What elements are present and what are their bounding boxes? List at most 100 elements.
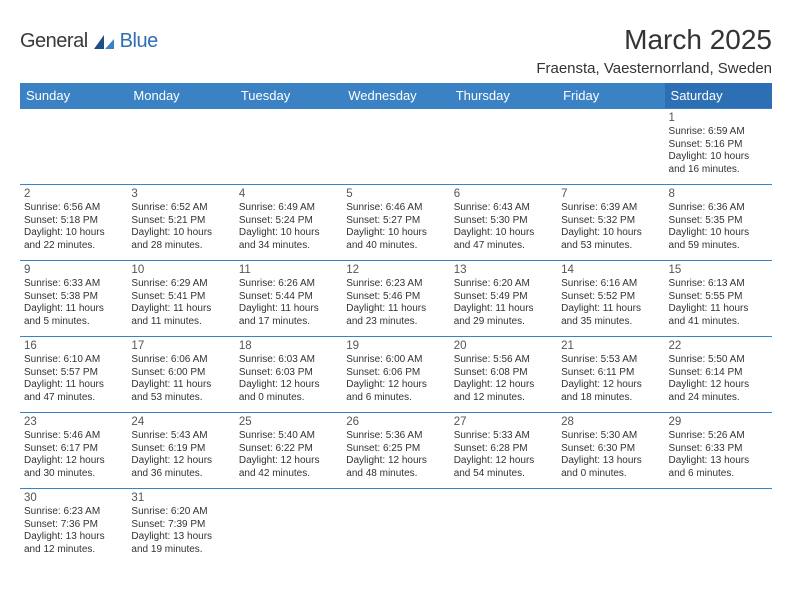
sun-info-line: and 35 minutes. [561,316,660,329]
sun-info-line: Daylight: 11 hours [24,379,123,392]
day-cell: 6Sunrise: 6:43 AMSunset: 5:30 PMDaylight… [450,185,557,261]
day-cell: 9Sunrise: 6:33 AMSunset: 5:38 PMDaylight… [20,261,127,337]
calendar-row: 16Sunrise: 6:10 AMSunset: 5:57 PMDayligh… [20,337,772,413]
sun-info-line: Sunset: 5:27 PM [346,215,445,228]
sun-info-line: Sunrise: 6:33 AM [24,278,123,291]
day-number: 21 [561,339,660,353]
sun-info-line: and 53 minutes. [131,392,230,405]
calendar-row: 1Sunrise: 6:59 AMSunset: 5:16 PMDaylight… [20,109,772,185]
sun-info-line: and 11 minutes. [131,316,230,329]
day-cell: 2Sunrise: 6:56 AMSunset: 5:18 PMDaylight… [20,185,127,261]
day-cell: 20Sunrise: 5:56 AMSunset: 6:08 PMDayligh… [450,337,557,413]
sun-info-line: Daylight: 10 hours [24,227,123,240]
day-number: 19 [346,339,445,353]
title-block: March 2025 Fraensta, Vaesternorrland, Sw… [536,24,772,77]
day-number: 15 [669,263,768,277]
day-number: 1 [669,111,768,125]
day-header-friday: Friday [557,83,664,109]
sun-info-line: and 40 minutes. [346,240,445,253]
empty-cell [557,109,664,185]
empty-cell [127,109,234,185]
day-number: 11 [239,263,338,277]
sun-info-line: Sunrise: 6:26 AM [239,278,338,291]
day-number: 17 [131,339,230,353]
location: Fraensta, Vaesternorrland, Sweden [536,60,772,77]
day-cell: 4Sunrise: 6:49 AMSunset: 5:24 PMDaylight… [235,185,342,261]
day-cell: 10Sunrise: 6:29 AMSunset: 5:41 PMDayligh… [127,261,234,337]
day-cell: 11Sunrise: 6:26 AMSunset: 5:44 PMDayligh… [235,261,342,337]
sun-info-line: Daylight: 11 hours [669,303,768,316]
sun-info-line: Sunrise: 5:46 AM [24,430,123,443]
sun-info-line: Daylight: 11 hours [24,303,123,316]
day-cell: 16Sunrise: 6:10 AMSunset: 5:57 PMDayligh… [20,337,127,413]
sun-info-line: Sunset: 6:28 PM [454,443,553,456]
sun-info-line: Sunset: 6:33 PM [669,443,768,456]
sun-info-line: Sunset: 5:55 PM [669,291,768,304]
day-number: 5 [346,187,445,201]
empty-cell [20,109,127,185]
day-cell: 22Sunrise: 5:50 AMSunset: 6:14 PMDayligh… [665,337,772,413]
logo-text-blue: Blue [120,30,158,53]
sun-info-line: Sunset: 5:38 PM [24,291,123,304]
header: General Blue March 2025 Fraensta, Vaeste… [20,24,772,77]
day-cell: 31Sunrise: 6:20 AMSunset: 7:39 PMDayligh… [127,489,234,565]
sun-info-line: Sunrise: 6:13 AM [669,278,768,291]
day-cell: 29Sunrise: 5:26 AMSunset: 6:33 PMDayligh… [665,413,772,489]
sun-info-line: and 0 minutes. [239,392,338,405]
day-number: 29 [669,415,768,429]
sun-info-line: Sunset: 7:39 PM [131,519,230,532]
sun-info-line: Daylight: 11 hours [346,303,445,316]
sun-info-line: Sunset: 6:17 PM [24,443,123,456]
sun-info-line: Sunrise: 6:16 AM [561,278,660,291]
day-number: 3 [131,187,230,201]
sun-info-line: and 28 minutes. [131,240,230,253]
sun-info-line: and 19 minutes. [131,544,230,557]
day-cell: 24Sunrise: 5:43 AMSunset: 6:19 PMDayligh… [127,413,234,489]
sun-info-line: and 17 minutes. [239,316,338,329]
day-cell: 26Sunrise: 5:36 AMSunset: 6:25 PMDayligh… [342,413,449,489]
day-cell: 15Sunrise: 6:13 AMSunset: 5:55 PMDayligh… [665,261,772,337]
calendar-body: 1Sunrise: 6:59 AMSunset: 5:16 PMDaylight… [20,109,772,565]
empty-cell [450,489,557,565]
sun-info-line: Sunset: 6:08 PM [454,367,553,380]
sun-info-line: Daylight: 12 hours [454,379,553,392]
sun-info-line: and 23 minutes. [346,316,445,329]
sun-info-line: Sunrise: 6:20 AM [131,506,230,519]
month-title: March 2025 [536,24,772,56]
sun-info-line: Daylight: 13 hours [669,455,768,468]
calendar-row: 9Sunrise: 6:33 AMSunset: 5:38 PMDaylight… [20,261,772,337]
day-cell: 18Sunrise: 6:03 AMSunset: 6:03 PMDayligh… [235,337,342,413]
sun-info-line: Sunset: 6:19 PM [131,443,230,456]
sun-info-line: Daylight: 10 hours [239,227,338,240]
day-number: 7 [561,187,660,201]
sun-info-line: Sunset: 5:35 PM [669,215,768,228]
sun-info-line: Sunset: 6:22 PM [239,443,338,456]
day-number: 26 [346,415,445,429]
day-cell: 5Sunrise: 6:46 AMSunset: 5:27 PMDaylight… [342,185,449,261]
sun-info-line: Sunrise: 5:56 AM [454,354,553,367]
sun-info-line: Sunrise: 6:20 AM [454,278,553,291]
sun-info-line: and 53 minutes. [561,240,660,253]
sun-info-line: and 47 minutes. [24,392,123,405]
sun-info-line: and 30 minutes. [24,468,123,481]
empty-cell [557,489,664,565]
sun-info-line: Daylight: 11 hours [131,379,230,392]
sun-info-line: Sunrise: 6:49 AM [239,202,338,215]
day-header-saturday: Saturday [665,83,772,109]
sun-info-line: Sunset: 5:18 PM [24,215,123,228]
sun-info-line: Sunrise: 6:43 AM [454,202,553,215]
sun-info-line: and 41 minutes. [669,316,768,329]
day-cell: 21Sunrise: 5:53 AMSunset: 6:11 PMDayligh… [557,337,664,413]
sun-info-line: Daylight: 10 hours [561,227,660,240]
sun-info-line: and 0 minutes. [561,468,660,481]
sun-info-line: Sunset: 5:32 PM [561,215,660,228]
day-number: 25 [239,415,338,429]
sun-info-line: and 47 minutes. [454,240,553,253]
sun-info-line: and 54 minutes. [454,468,553,481]
sun-info-line: Sunset: 6:03 PM [239,367,338,380]
day-number: 9 [24,263,123,277]
sun-info-line: Sunrise: 6:39 AM [561,202,660,215]
day-cell: 7Sunrise: 6:39 AMSunset: 5:32 PMDaylight… [557,185,664,261]
sun-info-line: Sunset: 5:44 PM [239,291,338,304]
empty-cell [665,489,772,565]
